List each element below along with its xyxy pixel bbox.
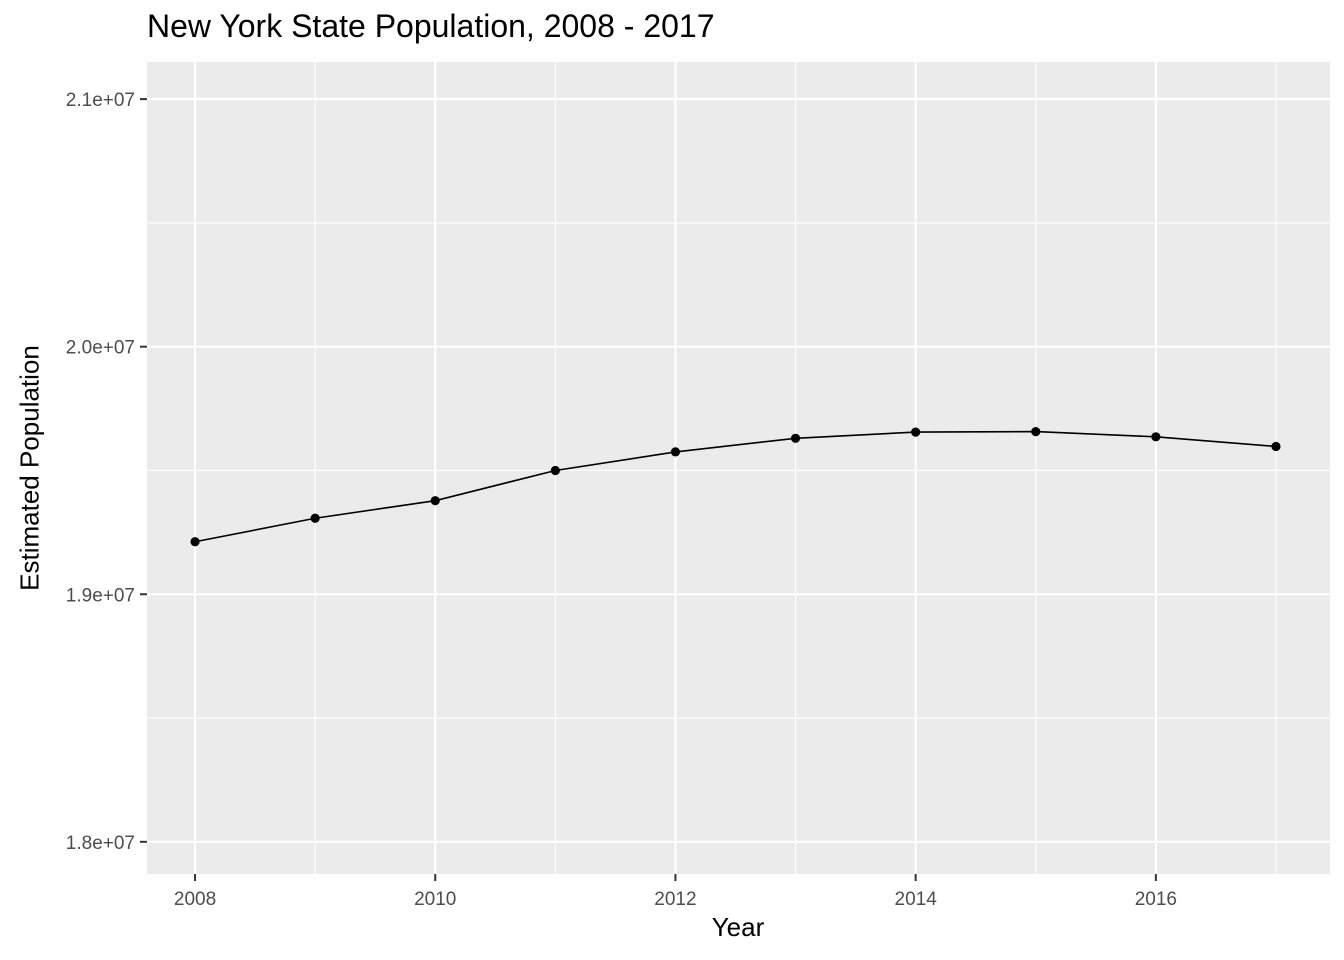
plot-panel <box>147 62 1330 874</box>
data-point <box>550 465 560 476</box>
x-tick-label: 2014 <box>895 889 938 910</box>
y-axis-ticks: 1.8e+07 1.9e+07 2.0e+07 2.1e+07 <box>66 90 147 854</box>
x-axis-ticks: 2008 2010 2012 2014 2016 <box>174 874 1177 910</box>
y-tick-label: 2.0e+07 <box>66 338 135 359</box>
data-point <box>190 537 200 547</box>
x-tick-label: 2008 <box>174 889 216 910</box>
y-tick-label: 2.1e+07 <box>66 90 135 111</box>
x-tick-label: 2012 <box>654 889 696 910</box>
data-point <box>310 513 320 523</box>
y-tick-label: 1.9e+07 <box>66 585 135 606</box>
chart-title: New York State Population, 2008 - 2017 <box>147 8 715 44</box>
x-tick-label: 2010 <box>414 889 456 910</box>
x-axis-label: Year <box>711 912 765 942</box>
major-gridlines <box>147 62 1330 874</box>
data-point <box>1151 432 1161 442</box>
data-point <box>430 496 440 506</box>
x-tick-label: 2016 <box>1135 889 1177 910</box>
data-point <box>1271 441 1281 452</box>
data-point <box>790 433 801 443</box>
data-series <box>190 427 1281 547</box>
data-point <box>670 447 681 457</box>
series-line <box>194 430 1277 543</box>
y-tick-label: 1.8e+07 <box>66 833 135 854</box>
minor-gridlines <box>147 62 1330 874</box>
data-point <box>911 427 921 437</box>
data-point <box>1031 427 1041 437</box>
